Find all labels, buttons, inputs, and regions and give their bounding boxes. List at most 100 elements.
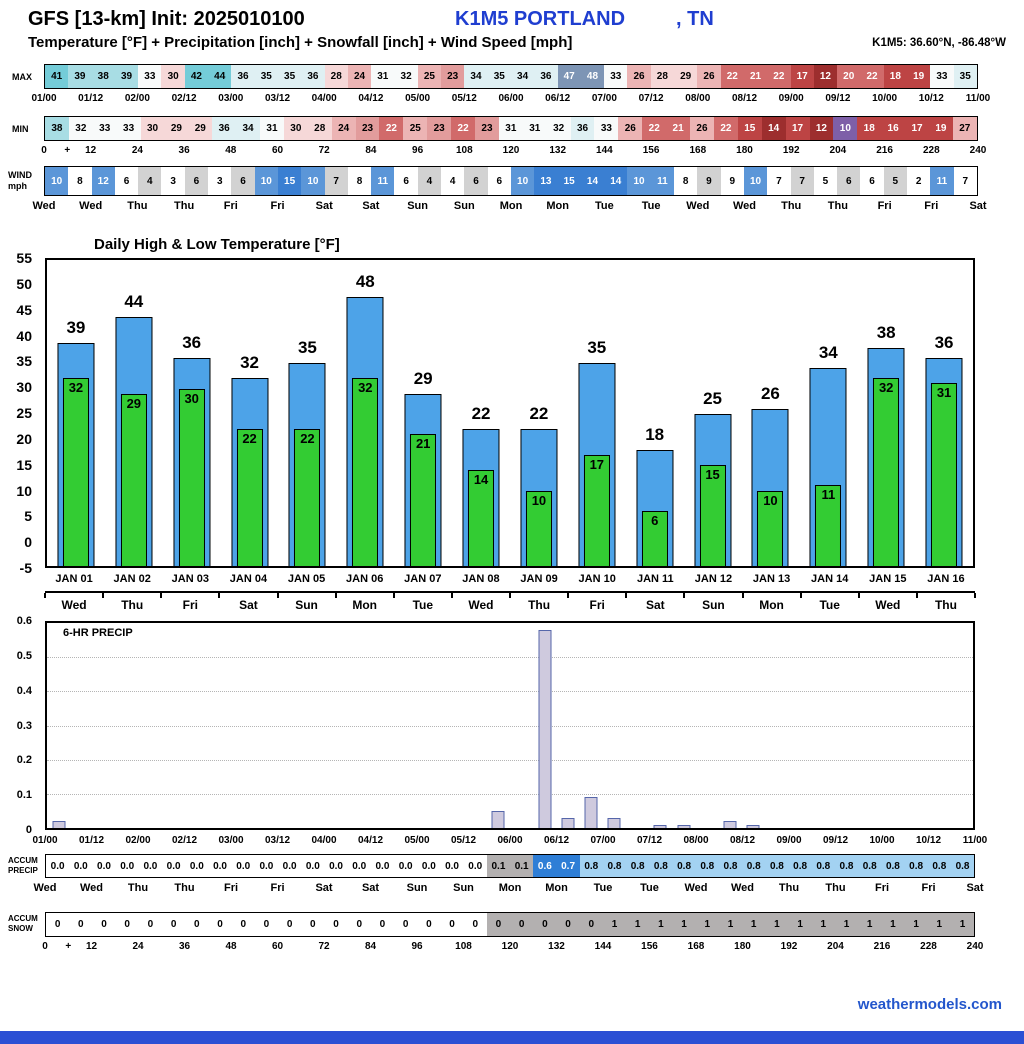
y-axis-tick-label: 0.3	[16, 719, 32, 732]
max-temp-cell: 34	[510, 65, 535, 88]
hour-label: 108	[455, 941, 472, 952]
date-label: JAN 10	[578, 573, 616, 585]
min-temp-cell: 36	[570, 117, 595, 140]
accum-precip-cell: 0.8	[695, 855, 719, 877]
min-temp-cell: 30	[140, 117, 165, 140]
time-label: 01/12	[78, 93, 104, 104]
temp-chart-y-axis: 55 50 45 40 35 30 25 20 15 10 5 0 -5	[0, 250, 40, 576]
wind-speed-cell: 14	[604, 167, 628, 195]
day-label: Wed	[686, 200, 710, 212]
accum-precip-cell: 0.6	[533, 855, 557, 877]
max-temp-cell: 36	[301, 65, 325, 88]
precip-bar	[52, 821, 66, 828]
day-label: Tue	[593, 882, 613, 894]
accum-snow-cell: 1	[834, 913, 859, 936]
hour-label: 240	[966, 941, 984, 952]
wind-speed-cell: 4	[441, 167, 465, 195]
low-value-label: 10	[763, 492, 778, 508]
wind-speed-cell: 10	[254, 167, 278, 195]
accum-precip-cell: 0.0	[440, 855, 464, 877]
date-label: JAN 14	[811, 573, 849, 585]
temp-bar-group: 18 6	[626, 260, 684, 567]
low-temp-bar	[62, 378, 89, 567]
axis-tick	[741, 593, 744, 598]
min-temp-cell: 16	[881, 117, 906, 140]
max-temp-cell: 28	[650, 65, 675, 88]
weekday-label: Thu	[121, 598, 144, 612]
hour-label: 144	[596, 145, 613, 156]
y-axis-tick-label: 0	[25, 824, 32, 836]
day-label: Sat	[361, 882, 380, 894]
weathermodels-link[interactable]: weathermodels.com	[857, 996, 1002, 1013]
time-label: 04/12	[358, 93, 384, 104]
max-temp-cell: 22	[860, 65, 884, 88]
day-label: Wed	[684, 882, 708, 894]
temp-bar-group: 29 21	[394, 260, 452, 567]
max-temp-cell: 32	[394, 65, 418, 88]
min-temp-cell: 21	[666, 117, 691, 140]
max-temp-cell: 35	[254, 65, 278, 88]
day-label: Fri	[270, 882, 285, 894]
accum-precip-cell: 0.0	[69, 855, 93, 877]
hour-label: 132	[549, 145, 567, 156]
wind-strip: 10 8 12 6 4 3 6 3 6 10 15 10 7 8 11 6 4 4 6 6 10 13 15 14 14 10 11…	[44, 166, 978, 196]
accum-precip-cell: 0.8	[649, 855, 673, 877]
day-label: Fri	[921, 882, 936, 894]
min-temp-cell: 22	[379, 117, 404, 140]
time-label: 06/00	[497, 835, 523, 846]
max-temp-cell: 28	[324, 65, 348, 88]
accum-snow-cell: 0	[533, 913, 557, 936]
temp-bar-group: 36 31	[915, 260, 973, 567]
day-label: Wed	[732, 200, 757, 212]
accum-precip-cell: 0.0	[231, 855, 255, 877]
hour-label: 204	[827, 941, 844, 952]
wind-speed-cell: 9	[697, 167, 721, 195]
low-value-label: 6	[651, 512, 659, 528]
day-label: Mon	[546, 200, 569, 212]
low-value-label: 22	[300, 431, 315, 447]
min-temp-cell: 12	[809, 117, 834, 140]
temp-chart-plot: 39 32 44 29 36 30 32 22 35 22 48 32 29 21 22 14 22 10 35 17…	[45, 258, 975, 568]
accum-snow-cell: 1	[881, 913, 905, 936]
y-axis-tick-label: 15	[16, 456, 32, 473]
wind-speed-cell: 13	[534, 167, 558, 195]
max-temp-strip: 41 39 38 39 33 30 42 44 36 35 35 36 28 24 31 32 25 23 34 35…	[44, 64, 978, 89]
low-temp-bar	[294, 429, 321, 567]
min-temp-cell: 38	[45, 117, 69, 140]
min-temp-cell: 33	[594, 117, 619, 140]
accum-snow-label: ACCUM SNOW	[8, 912, 38, 936]
accum-precip-day-labels: Wed Wed Thu Thu Fri Fri Sat Sat Sun Sun Mon Mon Tue T…	[33, 882, 983, 896]
precip-bar	[584, 797, 598, 828]
wind-speed-cell: 6	[231, 167, 255, 195]
accum-precip-cell: 0.7	[556, 855, 580, 877]
accum-precip-cell: 0.0	[278, 855, 302, 877]
precip-chart-plot: 6-HR PRECIP	[45, 621, 975, 830]
hour-label: 216	[873, 941, 891, 952]
wind-speed-cell: 7	[324, 167, 348, 195]
y-axis-tick-label: 40	[16, 327, 32, 344]
accum-snow-cell: 0	[347, 913, 371, 936]
accum-snow-cell: 1	[927, 913, 951, 936]
day-label: Fri	[223, 882, 239, 894]
accum-precip-cell: 0.8	[602, 855, 627, 877]
wind-speed-cell: 6	[394, 167, 418, 195]
hour-label: 120	[502, 145, 520, 156]
hour-label: 204	[829, 145, 847, 156]
wind-speed-cell: 3	[208, 167, 232, 195]
min-temp-cell: 28	[307, 117, 332, 140]
weekday-label: Tue	[412, 598, 434, 612]
time-label: 09/12	[825, 93, 851, 104]
time-label: 07/12	[636, 835, 663, 846]
time-label: 01/00	[31, 93, 57, 104]
axis-tick	[625, 593, 628, 598]
max-temp-cell: 35	[487, 65, 511, 88]
hour-label: 168	[689, 145, 707, 156]
precip-bar	[561, 817, 575, 828]
y-axis-tick-label: 0.5	[16, 649, 32, 662]
accum-snow-cell: 0	[486, 913, 511, 936]
max-temp-cell: 12	[813, 65, 838, 88]
wind-speed-cell: 5	[813, 167, 838, 195]
precip-bar	[746, 824, 760, 828]
time-label: 03/12	[264, 93, 291, 104]
